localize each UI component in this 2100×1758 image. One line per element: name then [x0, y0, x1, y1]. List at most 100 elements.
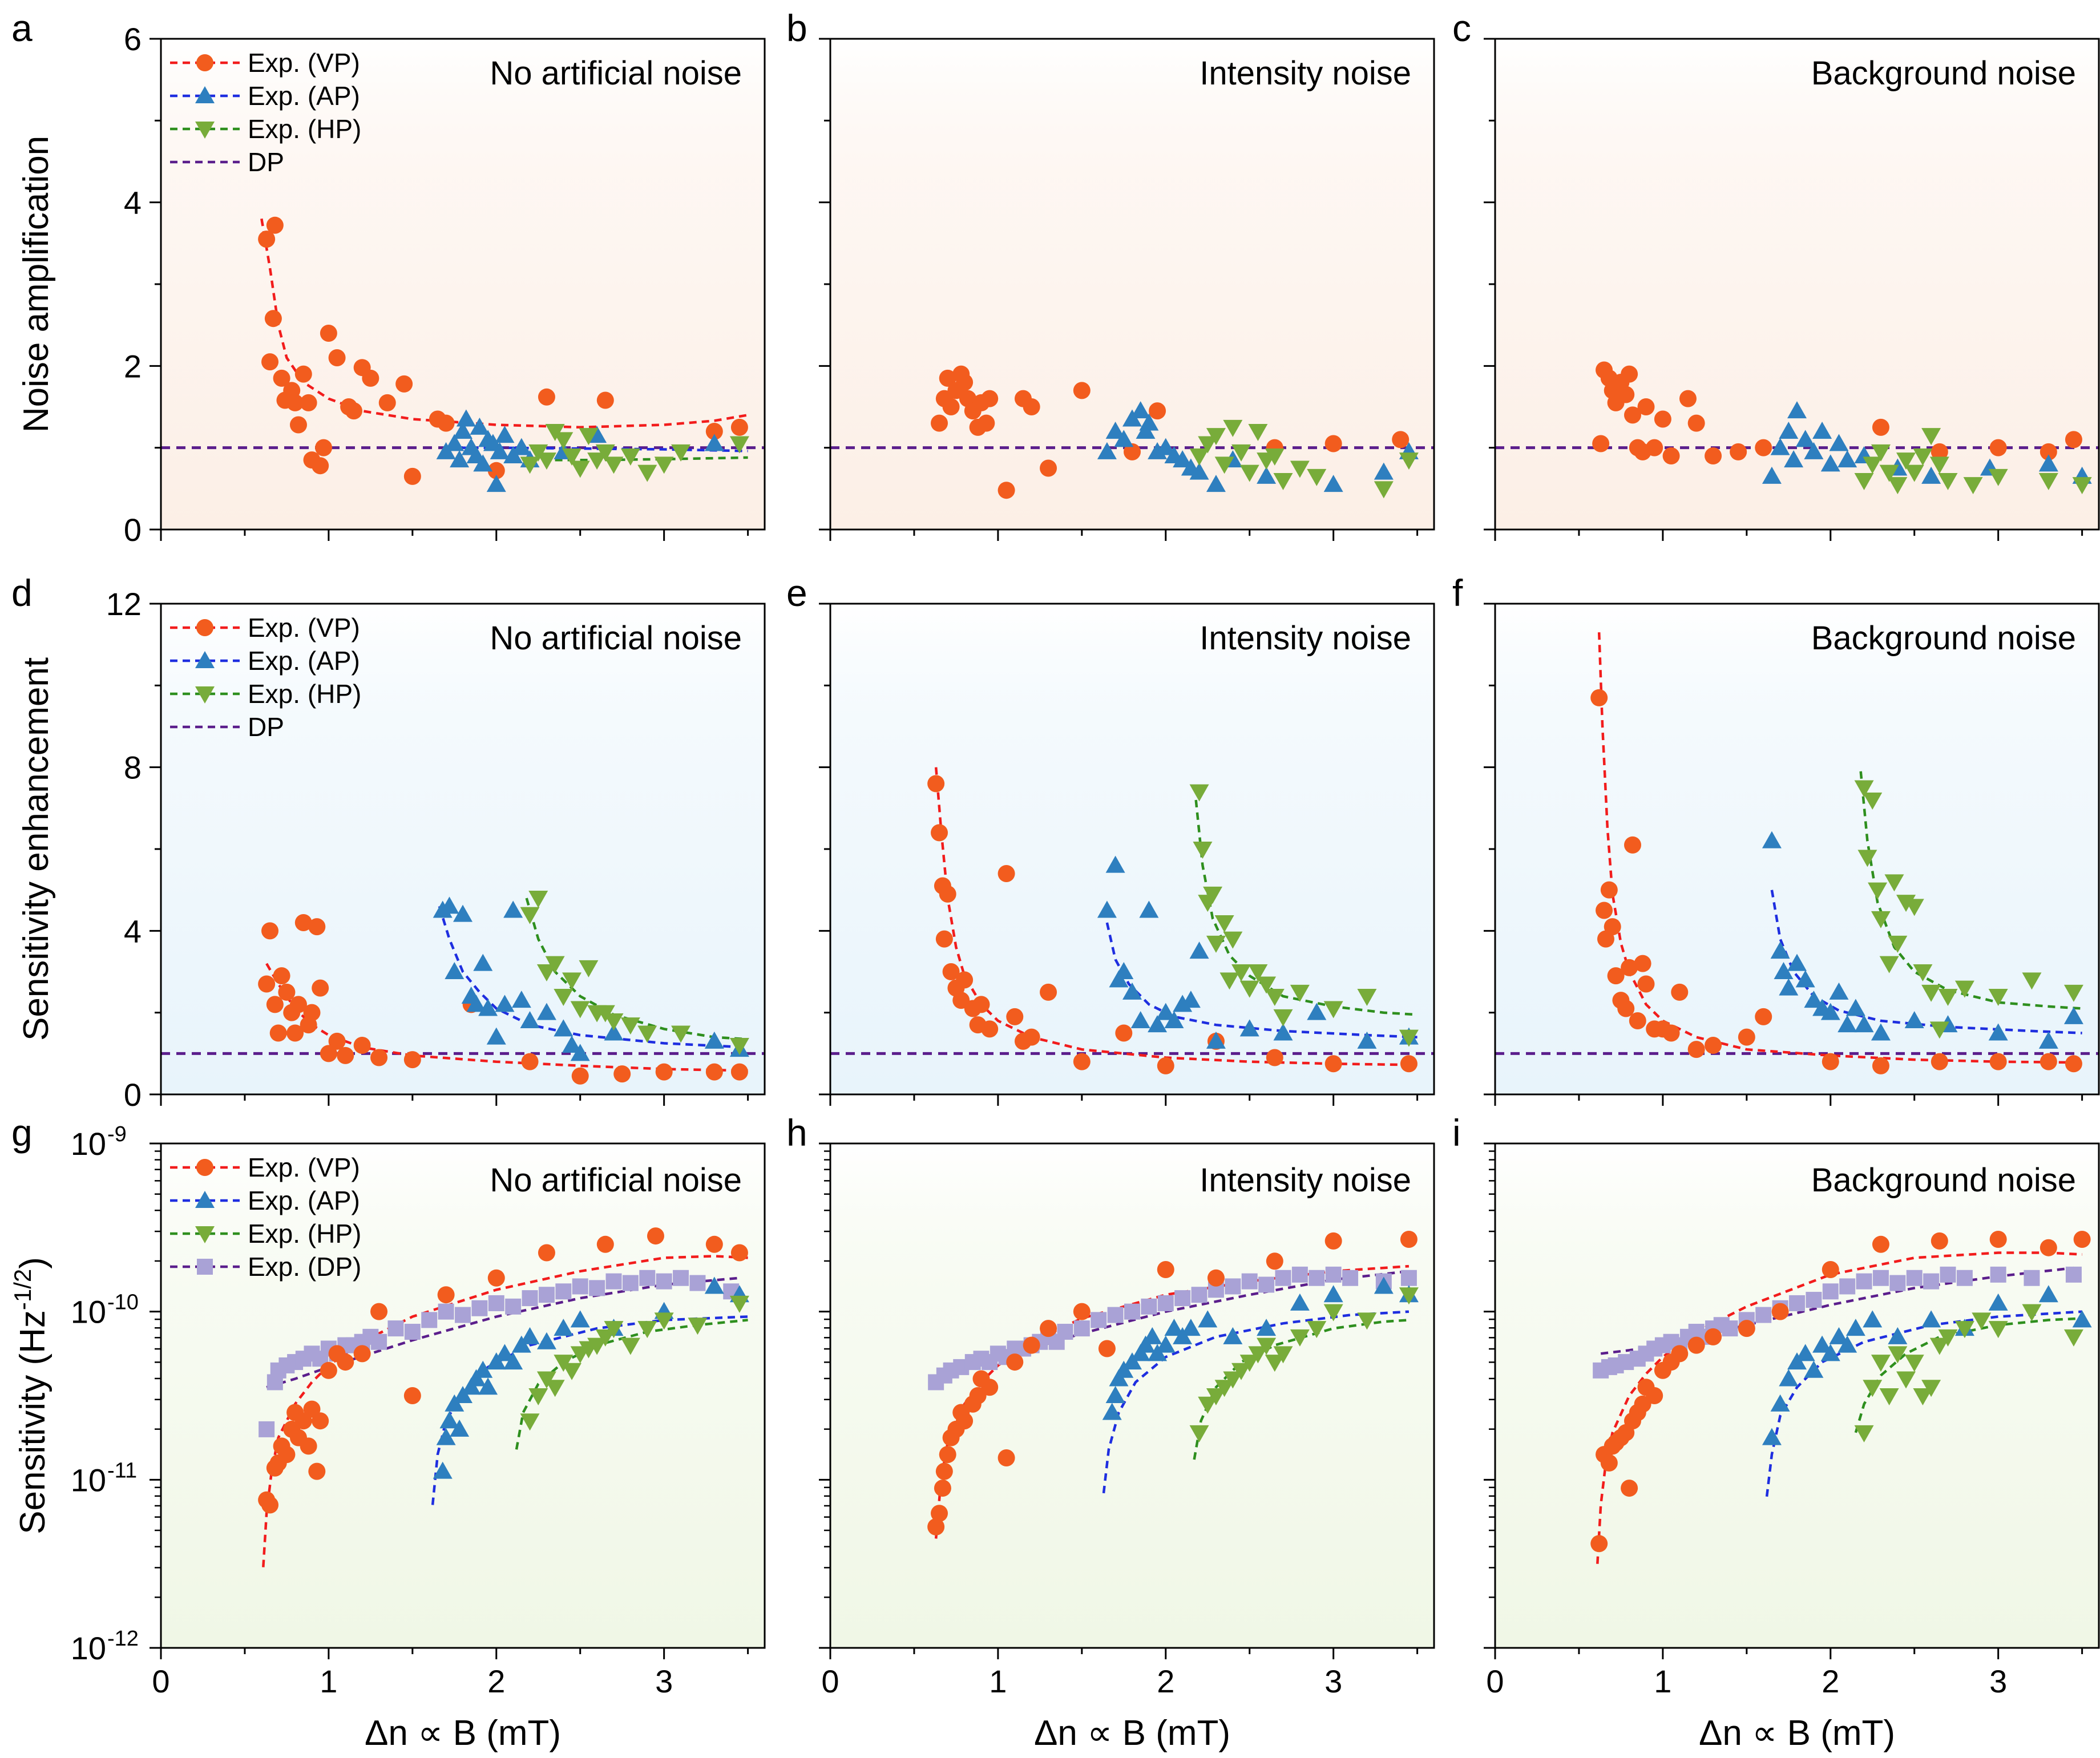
data-point-dp	[1839, 1278, 1856, 1295]
data-point-hp	[520, 1413, 540, 1431]
x-tick-label: 0	[821, 1663, 839, 1699]
data-point-vp	[308, 1462, 326, 1480]
data-point-vp	[1671, 983, 1689, 1001]
data-point-hp	[1871, 911, 1891, 928]
data-point-ap	[1189, 941, 1209, 959]
data-point-vp	[956, 971, 974, 989]
data-point-ap	[570, 1044, 590, 1061]
data-point-vp	[956, 374, 974, 391]
data-point-hp	[1273, 1346, 1293, 1364]
data-point-dp	[1225, 1278, 1241, 1295]
data-point-ap	[445, 962, 465, 979]
data-point-hp	[1888, 935, 1908, 953]
data-point-vp	[353, 1345, 371, 1363]
series-vp	[927, 1230, 1418, 1535]
data-point-dp	[1990, 1266, 2006, 1283]
data-point-vp	[1040, 983, 1057, 1001]
data-point-ap	[1770, 438, 1790, 455]
series-ap	[1102, 1276, 1419, 1420]
data-point-dp	[1889, 1275, 1906, 1291]
legend-label-vp: Exp. (VP)	[248, 1153, 360, 1182]
data-point-ap	[1239, 1019, 1259, 1037]
data-point-vp	[1324, 435, 1342, 452]
data-point-hp	[1871, 1355, 1891, 1372]
data-point-ap	[1921, 1310, 1941, 1328]
data-point-vp	[264, 310, 282, 328]
legend-marker-hp	[195, 1226, 215, 1243]
data-point-hp	[1223, 931, 1243, 949]
panel-f: f Background noise	[1452, 572, 2100, 1106]
data-point-ap	[554, 1319, 574, 1336]
data-point-hp	[1231, 444, 1251, 462]
data-point-ap	[1173, 450, 1193, 468]
data-point-vp	[1705, 1037, 1722, 1054]
data-point-ap	[604, 1023, 624, 1041]
data-point-hp	[536, 452, 556, 470]
data-point-ap	[536, 1003, 556, 1020]
data-point-hp	[1323, 1001, 1343, 1019]
data-point-hp	[1896, 452, 1916, 470]
data-point-hp	[1879, 464, 1899, 482]
legend-label-hp: Exp. (HP)	[248, 679, 361, 709]
legend-label-dp: DP	[248, 712, 284, 742]
data-point-ap	[2038, 1285, 2058, 1303]
data-point-ap	[1838, 450, 1857, 468]
panel-letter: i	[1452, 1112, 1461, 1154]
data-point-hp	[1913, 1388, 1933, 1405]
data-point-ap	[554, 1019, 574, 1037]
data-point-dp	[1275, 1270, 1291, 1286]
x-tick-label: 2	[1157, 1663, 1174, 1699]
data-point-ap	[473, 1360, 493, 1378]
data-point-vp	[956, 1412, 974, 1430]
data-point-hp	[1257, 1337, 1277, 1355]
data-point-hp	[1206, 935, 1226, 953]
data-point-ap	[439, 896, 459, 914]
x-tick-label: 0	[152, 1663, 169, 1699]
data-point-ap	[1114, 430, 1134, 447]
data-point-vp	[1705, 447, 1722, 464]
data-point-hp	[1239, 1355, 1259, 1372]
data-point-ap	[1122, 982, 1142, 1000]
panel-a: 0 2 4 6 a No artificial noise Exp. (VP)Exp. (A…	[11, 7, 766, 548]
data-point-dp	[1057, 1324, 1073, 1340]
y-tick-label-base: 10	[71, 1462, 106, 1498]
data-point-vp	[1822, 1053, 1839, 1070]
data-point-hp	[2022, 972, 2042, 990]
data-point-vp	[1590, 689, 1608, 706]
data-point-hp	[2072, 477, 2092, 495]
legend-marker-dp	[197, 1259, 213, 1275]
data-point-vp	[1266, 1049, 1283, 1066]
data-point-vp	[1621, 959, 1638, 976]
series-hp	[1189, 784, 1419, 1047]
series-ap	[1097, 855, 1419, 1049]
data-point-hp	[654, 1312, 674, 1330]
data-point-vp	[931, 1505, 948, 1522]
panel-title: Intensity noise	[1200, 55, 1411, 92]
panel-title: No artificial noise	[490, 620, 742, 657]
data-point-hp	[604, 456, 624, 474]
fit-line-ap	[438, 906, 748, 1049]
data-point-vp	[286, 394, 304, 411]
legend: Exp. (VP) Exp. (AP)Exp. (HP)DP	[170, 613, 361, 742]
data-point-ap	[1779, 978, 1799, 996]
data-point-ap	[1114, 962, 1134, 979]
data-point-vp	[266, 216, 284, 234]
data-point-vp	[261, 922, 279, 940]
y-tick-label: 4	[124, 185, 142, 221]
series-vp	[258, 216, 748, 485]
y-tick-label: 0	[124, 512, 142, 548]
panel-letter: h	[786, 1112, 807, 1154]
panel-title: Background noise	[1811, 1162, 2076, 1199]
data-point-dp	[1291, 1266, 1308, 1283]
data-point-vp	[655, 1063, 673, 1081]
data-point-ap	[511, 991, 531, 1008]
data-point-ap	[1770, 941, 1790, 959]
data-point-ap	[1863, 1310, 1883, 1328]
data-point-vp	[320, 1361, 337, 1379]
data-point-dp	[1191, 1287, 1208, 1303]
legend-label-hp: Exp. (HP)	[248, 1219, 361, 1248]
panel-background	[161, 604, 765, 1094]
data-point-dp	[1342, 1270, 1359, 1286]
data-point-hp	[1963, 477, 1983, 495]
data-point-ap	[1257, 1319, 1277, 1336]
